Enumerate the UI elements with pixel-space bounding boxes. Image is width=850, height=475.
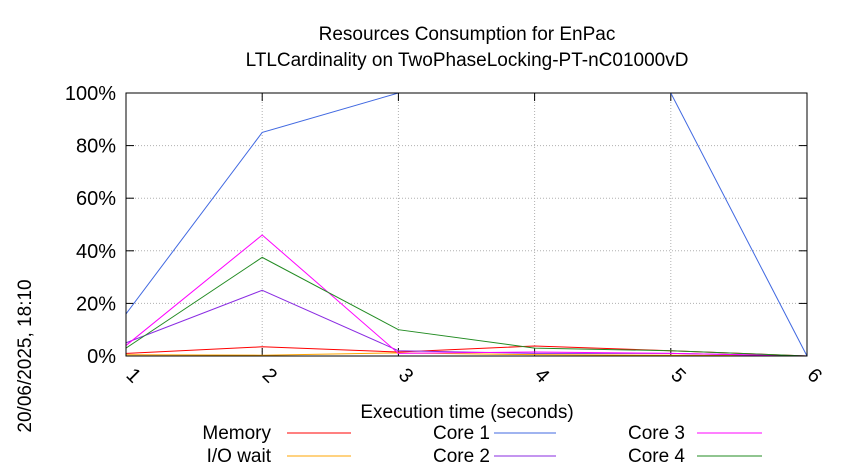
legend-label: Core 1 [433, 423, 490, 444]
y-tick-label: 20% [76, 293, 116, 315]
series-lines [125, 92, 808, 357]
plot-frame [125, 92, 808, 357]
legend-label: Core 3 [628, 423, 685, 444]
y-axis-ticks: 0% 20% 40% 60% 80% 100% [65, 83, 807, 368]
grid-lines [125, 92, 808, 357]
chart-subtitle: LTLCardinality on TwoPhaseLocking-PT-nC0… [246, 50, 689, 71]
date-label: 20/06/2025, 18:10 [15, 279, 36, 432]
series-line-i-o-wait [125, 352, 808, 357]
y-tick-label: 60% [76, 188, 116, 210]
y-tick-label: 80% [76, 136, 116, 158]
legend-label: Core 4 [628, 446, 685, 467]
y-tick-label: 0% [87, 346, 116, 368]
legend-label: Memory [202, 423, 271, 444]
series-line-core-4 [125, 256, 808, 357]
y-tick-label: 100% [65, 83, 116, 105]
x-axis-ticks: 1 2 3 4 5 6 [122, 93, 826, 387]
y-tick-label: 40% [76, 241, 116, 263]
x-axis-label: Execution time (seconds) [360, 402, 573, 423]
legend-label: I/O wait [207, 446, 272, 467]
x-tick-label: 4 [530, 364, 553, 387]
x-tick-label: 2 [258, 364, 281, 387]
x-tick-label: 1 [122, 364, 145, 387]
legend-label: Core 2 [433, 446, 490, 467]
series-line-core-3 [125, 234, 808, 357]
series-line-core-1 [125, 92, 808, 357]
chart-title: Resources Consumption for EnPac [319, 24, 616, 45]
x-tick-label: 3 [394, 364, 417, 387]
series-line-core-2 [125, 289, 808, 357]
x-tick-label: 6 [803, 364, 826, 387]
x-tick-label: 5 [666, 364, 689, 387]
